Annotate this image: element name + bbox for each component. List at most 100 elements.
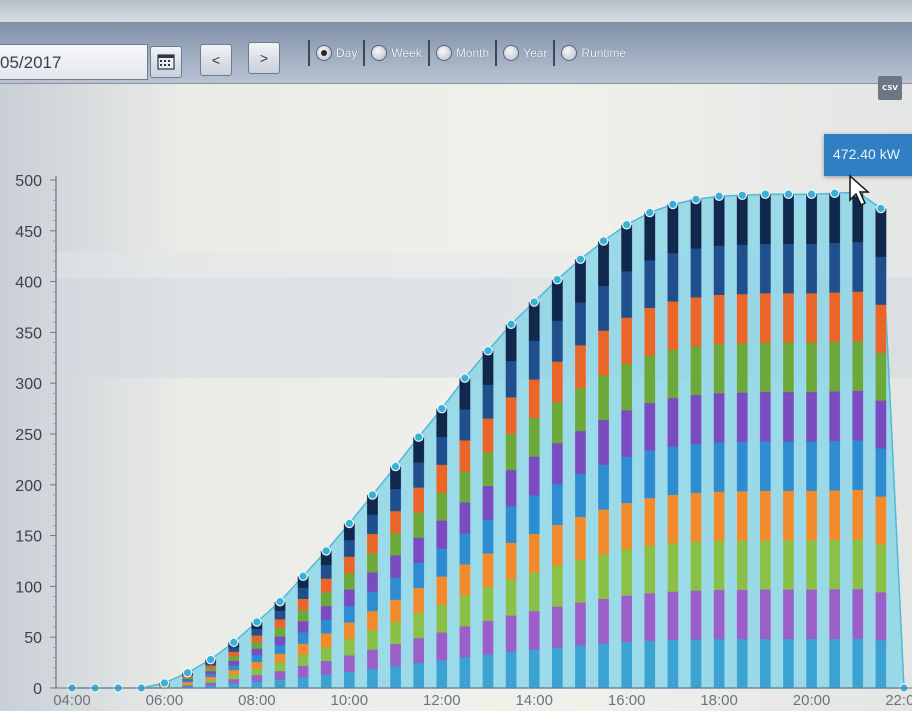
chart-bar[interactable] bbox=[158, 678, 171, 689]
chart-bar[interactable] bbox=[505, 319, 517, 689]
chart-bar[interactable] bbox=[597, 236, 610, 689]
data-point[interactable] bbox=[644, 207, 655, 218]
data-point[interactable] bbox=[483, 345, 493, 356]
bar-segment bbox=[297, 665, 309, 678]
chart-bar[interactable] bbox=[204, 654, 217, 689]
bar-segment bbox=[621, 410, 633, 457]
data-point[interactable] bbox=[598, 236, 609, 246]
chart-bar[interactable] bbox=[851, 187, 864, 689]
period-day[interactable]: Day bbox=[316, 45, 357, 61]
chart-bar[interactable] bbox=[736, 190, 749, 689]
chart-bar[interactable] bbox=[320, 546, 333, 689]
chart-bar[interactable] bbox=[482, 345, 494, 689]
data-point[interactable] bbox=[876, 203, 886, 214]
csv-export-icon[interactable]: CSV bbox=[878, 76, 902, 100]
data-point[interactable] bbox=[390, 461, 401, 472]
chart-bar[interactable] bbox=[366, 490, 379, 689]
bar-segment bbox=[390, 621, 402, 645]
radio-icon[interactable] bbox=[371, 45, 388, 61]
bar-segment bbox=[667, 639, 679, 689]
data-point[interactable] bbox=[205, 654, 216, 665]
data-point[interactable] bbox=[436, 403, 447, 414]
chart-bar[interactable] bbox=[551, 274, 564, 689]
period-month[interactable]: Month bbox=[435, 45, 489, 61]
chart-bar[interactable] bbox=[643, 207, 656, 689]
bar-segment bbox=[297, 609, 309, 622]
data-point[interactable] bbox=[344, 518, 355, 529]
bar-segment bbox=[736, 244, 748, 295]
data-point[interactable] bbox=[367, 490, 378, 500]
data-point[interactable] bbox=[228, 637, 239, 648]
data-point[interactable] bbox=[806, 189, 817, 200]
next-button[interactable]: > bbox=[248, 42, 280, 74]
chart-bar[interactable] bbox=[251, 617, 263, 689]
period-year[interactable]: Year bbox=[503, 45, 547, 61]
chart-bar[interactable] bbox=[782, 189, 795, 689]
data-point[interactable] bbox=[575, 254, 586, 265]
data-point[interactable] bbox=[760, 189, 771, 200]
data-point[interactable] bbox=[552, 274, 563, 285]
data-point[interactable] bbox=[783, 189, 794, 200]
data-point[interactable] bbox=[298, 571, 308, 582]
chart-bar[interactable] bbox=[713, 191, 725, 689]
bar-segment bbox=[528, 301, 540, 341]
chart-bar[interactable] bbox=[528, 297, 541, 689]
bar-segment bbox=[644, 355, 656, 404]
bar-segment bbox=[621, 317, 633, 365]
period-week[interactable]: Week bbox=[371, 45, 422, 61]
chart-bar[interactable] bbox=[875, 203, 887, 689]
chart-bar[interactable] bbox=[181, 667, 194, 689]
y-tick-label: 150 bbox=[15, 529, 42, 546]
bar-segment bbox=[505, 397, 517, 434]
data-point[interactable] bbox=[460, 373, 470, 383]
date-input[interactable]: 05/2017 bbox=[0, 44, 148, 80]
chart-bar[interactable] bbox=[389, 461, 402, 689]
data-point[interactable] bbox=[506, 319, 516, 330]
radio-icon[interactable] bbox=[561, 45, 578, 61]
bar-segment bbox=[621, 595, 633, 643]
bar-segment bbox=[551, 402, 563, 444]
chart-bar[interactable] bbox=[343, 518, 356, 689]
calendar-button[interactable] bbox=[150, 46, 182, 78]
bar-segment bbox=[806, 589, 818, 640]
chart-bar[interactable] bbox=[274, 596, 286, 689]
bar-segment bbox=[413, 537, 425, 563]
data-point[interactable] bbox=[737, 190, 748, 201]
data-point[interactable] bbox=[529, 297, 540, 307]
bar-segment bbox=[482, 586, 494, 621]
data-point[interactable] bbox=[413, 432, 424, 442]
radio-selected-icon[interactable] bbox=[316, 45, 332, 61]
data-point[interactable] bbox=[714, 191, 724, 202]
data-point[interactable] bbox=[668, 199, 678, 210]
chart-bar[interactable] bbox=[805, 189, 818, 689]
chart-bar[interactable] bbox=[412, 432, 425, 689]
prev-button[interactable]: < bbox=[200, 44, 232, 76]
radio-icon[interactable] bbox=[503, 45, 520, 61]
bar-segment bbox=[621, 271, 633, 318]
bar-segment bbox=[551, 647, 563, 689]
chart-bar[interactable] bbox=[690, 194, 702, 689]
radio-icon[interactable] bbox=[435, 45, 452, 61]
chart-bar[interactable] bbox=[620, 219, 633, 689]
chart-bar[interactable] bbox=[759, 189, 772, 689]
period-runtime-label: Runtime bbox=[581, 46, 627, 60]
chart-bar[interactable] bbox=[459, 373, 471, 689]
data-point[interactable] bbox=[252, 617, 262, 627]
data-point[interactable] bbox=[275, 596, 285, 607]
chart-bar[interactable] bbox=[828, 188, 841, 689]
data-point[interactable] bbox=[829, 188, 840, 199]
chart-bar[interactable] bbox=[435, 403, 448, 689]
period-runtime[interactable]: Runtime bbox=[561, 45, 626, 61]
bar-segment bbox=[366, 514, 378, 534]
data-point[interactable] bbox=[159, 678, 170, 688]
data-point[interactable] bbox=[321, 546, 332, 556]
data-point[interactable] bbox=[182, 667, 193, 678]
data-point[interactable] bbox=[621, 219, 632, 230]
data-point[interactable] bbox=[691, 194, 701, 205]
chart-bar[interactable] bbox=[574, 254, 587, 689]
bar-segment bbox=[413, 512, 425, 538]
chart-bar[interactable] bbox=[667, 199, 679, 689]
chart-bar[interactable] bbox=[227, 637, 240, 689]
chart-bar[interactable] bbox=[297, 571, 309, 689]
bar-segment bbox=[482, 418, 494, 453]
